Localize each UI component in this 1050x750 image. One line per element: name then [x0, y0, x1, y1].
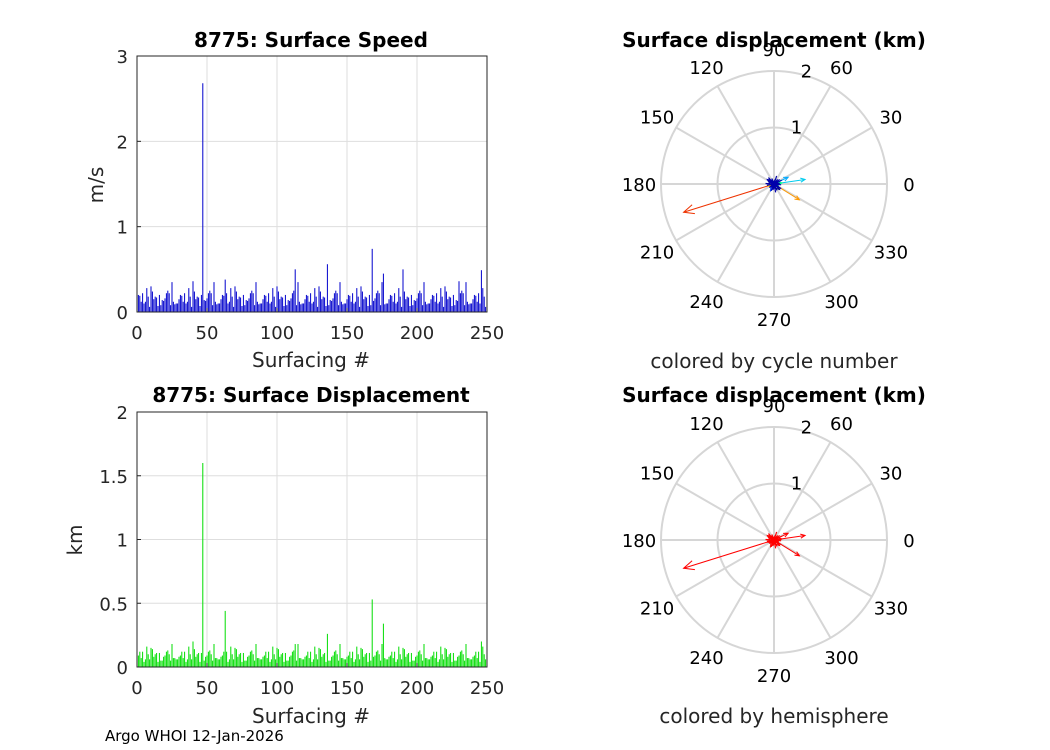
polar-cycle-arrow-head [794, 195, 801, 201]
polar-hemisphere-angle-label: 150 [640, 464, 674, 485]
polar-hemisphere-angle-label: 330 [874, 599, 908, 620]
polar-cycle-cluster-vector [773, 183, 779, 189]
polar-hemisphere-angle-label: 60 [830, 414, 853, 435]
polar-cycle-angle-label: 60 [830, 58, 853, 79]
speed-plot-area [137, 56, 487, 312]
speed-x-tick-label: 100 [260, 323, 294, 344]
polar-hemisphere-ring [716, 482, 832, 598]
surface-displacement-chart: 8775: Surface Displacement Surfacing # k… [63, 383, 504, 728]
surface-speed-chart: 8775: Surface Speed Surfacing # m/s 0 50 1… [84, 28, 504, 372]
polar-hemisphere-title: Surface displacement (km) [622, 383, 926, 407]
polar-cycle-angle-label: 270 [757, 310, 791, 331]
polar-hemisphere-cluster-vector [773, 539, 779, 545]
polar-hemisphere-ring [660, 426, 888, 654]
polar-hemisphere-arrow-head [794, 551, 801, 557]
polar-hemisphere-caption: colored by hemisphere [659, 704, 888, 728]
polar-cycle-title: Surface displacement (km) [622, 28, 926, 52]
speed-x-tick-label: 50 [196, 323, 219, 344]
displacement-x-tick-label: 250 [470, 678, 504, 699]
polar-hemisphere-angle-label: 0 [903, 531, 914, 552]
speed-x-tick-label: 250 [470, 323, 504, 344]
polar-cycle-angle-label: 300 [824, 292, 858, 313]
polar-displacement-hemisphere: Surface displacement (km) colored by hem… [622, 383, 926, 728]
speed-chart-ylabel: m/s [84, 167, 108, 204]
displacement-chart-ylabel: km [63, 524, 87, 555]
polar-hemisphere-angle-label: 30 [879, 464, 902, 485]
polar-hemisphere-angle-label: 210 [640, 599, 674, 620]
speed-y-tick-label: 2 [117, 132, 128, 153]
displacement-x-tick-label: 150 [330, 678, 364, 699]
polar-hemisphere-angle-label: 270 [757, 666, 791, 687]
polar-hemisphere-angle-label: 240 [689, 648, 723, 669]
polar-cycle-caption: colored by cycle number [650, 349, 898, 373]
polar-cycle-angle-label: 150 [640, 108, 674, 129]
polar-cycle-angle-label: 120 [689, 58, 723, 79]
polar-cycle-ring-label: 1 [791, 117, 802, 138]
speed-x-tick-label: 0 [131, 323, 142, 344]
speed-y-tick-label: 1 [117, 218, 128, 239]
polar-hemisphere-ring-label: 1 [791, 473, 802, 494]
displacement-y-tick-label: 1 [117, 531, 128, 552]
displacement-y-tick-label: 0 [117, 658, 128, 679]
speed-axes-frame [136, 55, 488, 313]
polar-cycle-arrow-head [783, 176, 790, 182]
displacement-x-tick-label: 0 [131, 678, 142, 699]
speed-chart-title: 8775: Surface Speed [194, 28, 428, 52]
displacement-x-tick-label: 200 [400, 678, 434, 699]
speed-y-tick-label: 0 [117, 303, 128, 324]
displacement-x-tick-label: 100 [260, 678, 294, 699]
footer-credit: Argo WHOI 12-Jan-2026 [105, 727, 284, 745]
displacement-y-tick-label: 0.5 [99, 594, 128, 615]
displacement-y-tick-label: 2 [117, 403, 128, 424]
speed-chart-xlabel: Surfacing # [252, 348, 370, 372]
polar-cycle-angle-label: 0 [903, 175, 914, 196]
polar-cycle-arrow [683, 183, 775, 213]
speed-y-tick-label: 3 [117, 47, 128, 68]
polar-cycle-angle-label: 240 [689, 292, 723, 313]
polar-hemisphere-angle-label: 90 [763, 396, 786, 417]
polar-hemisphere-ring-label: 2 [801, 418, 812, 439]
polar-cycle-angle-label: 210 [640, 243, 674, 264]
polar-displacement-cycle: Surface displacement (km) colored by cyc… [622, 28, 926, 373]
polar-cycle-angle-label: 180 [622, 175, 656, 196]
polar-hemisphere-arrow [683, 539, 775, 569]
displacement-chart-title: 8775: Surface Displacement [152, 383, 470, 407]
polar-cycle-cluster-vector [773, 183, 782, 186]
polar-hemisphere-cluster-vector [767, 533, 775, 541]
polar-hemisphere-arrow-head [783, 532, 790, 538]
polar-hemisphere-cluster-vector [773, 539, 782, 542]
polar-cycle-ring [716, 126, 832, 242]
polar-hemisphere-angle-label: 180 [622, 531, 656, 552]
polar-cycle-angle-label: 30 [879, 108, 902, 129]
polar-cycle-angle-label: 330 [874, 243, 908, 264]
polar-cycle-angle-label: 90 [763, 40, 786, 61]
displacement-chart-xlabel: Surfacing # [252, 704, 370, 728]
polar-cycle-arrow-head [682, 204, 695, 215]
polar-hemisphere-arrow-head [682, 560, 695, 571]
polar-cycle-ring [660, 70, 888, 298]
displacement-y-tick-label: 1.5 [99, 467, 128, 488]
displacement-x-tick-label: 50 [196, 678, 219, 699]
speed-x-tick-label: 200 [400, 323, 434, 344]
polar-cycle-arrow-head [800, 177, 807, 183]
polar-hemisphere-angle-label: 300 [824, 648, 858, 669]
polar-cycle-ring-label: 2 [801, 62, 812, 83]
polar-hemisphere-angle-label: 120 [689, 414, 723, 435]
speed-x-tick-label: 150 [330, 323, 364, 344]
polar-hemisphere-arrow-head [800, 533, 807, 539]
polar-cycle-cluster-vector [767, 177, 775, 185]
